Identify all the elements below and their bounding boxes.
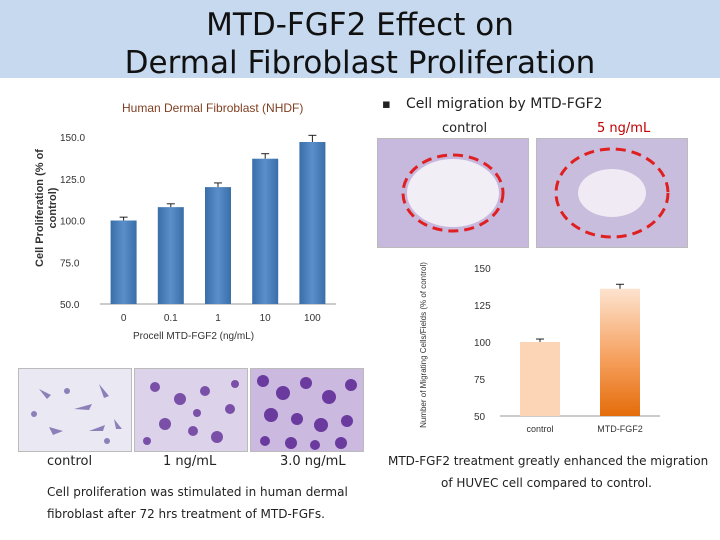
migration-photo-5ng [536,138,688,248]
photo-label-control: control [47,454,93,469]
caption-right-line-2: of HUVEC cell compared to control. [441,476,652,490]
x-tick-label: 10 [260,313,272,324]
bar-10 [252,158,279,304]
chart1-xlabel: Procell MTD-FGF2 (ng/mL) [133,331,255,342]
y-tick-label: 100.0 [60,217,85,228]
x-tick-label: 1 [215,313,221,324]
fibroblast-photo-1ng [134,368,248,452]
bar-1 [205,187,231,304]
y-tick-label: 100 [474,338,491,349]
photo-label-1ng: 1 ng/mL [163,454,217,469]
x-tick-label: MTD-FGF2 [597,424,643,434]
y-tick-label: 150 [474,264,491,275]
bar-100 [299,142,326,304]
bar-0 [110,220,137,304]
fibroblast-photo-control [18,368,132,452]
migration-heading: Cell migration by MTD-FGF2 [406,96,603,112]
title-band [0,0,720,78]
bar-MTD-FGF2 [600,288,640,416]
x-tick-label: control [526,424,553,434]
y-tick-label: 50.0 [60,300,80,311]
migration-treated-label: 5 ng/mL [597,121,651,136]
x-tick-label: 0 [121,313,127,324]
bullet-marker: ▪ [382,97,391,112]
bar-0-1 [157,207,184,304]
caption-right-line-1: MTD-FGF2 treatment greatly enhanced the … [388,454,709,468]
y-tick-label: 50 [474,412,486,423]
y-tick-label: 75 [474,375,486,386]
y-tick-label: 125 [474,301,491,312]
migration-photo-control [377,138,529,248]
bar-control [520,342,560,416]
caption-left-line-2: fibroblast after 72 hrs treatment of MTD… [47,507,325,521]
title-line-2: Dermal Fibroblast Proliferation [124,45,596,81]
chart1-title: Human Dermal Fibroblast (NHDF) [122,101,304,115]
caption-left-line-1: Cell proliferation was stimulated in hum… [47,485,348,499]
x-tick-label: 0.1 [164,313,178,324]
x-tick-label: 100 [304,313,321,324]
page-title: MTD-FGF2 Effect on Dermal Fibroblast Pro… [0,6,720,82]
title-line-1: MTD-FGF2 Effect on [206,7,514,43]
y-tick-label: 150.0 [60,133,85,144]
y-tick-label: 75.0 [60,258,80,269]
migration-control-label: control [442,121,488,136]
photo-label-3ng: 3.0 ng/mL [280,454,346,469]
y-tick-label: 125.0 [60,175,85,186]
fibroblast-photo-3ng [250,368,364,452]
